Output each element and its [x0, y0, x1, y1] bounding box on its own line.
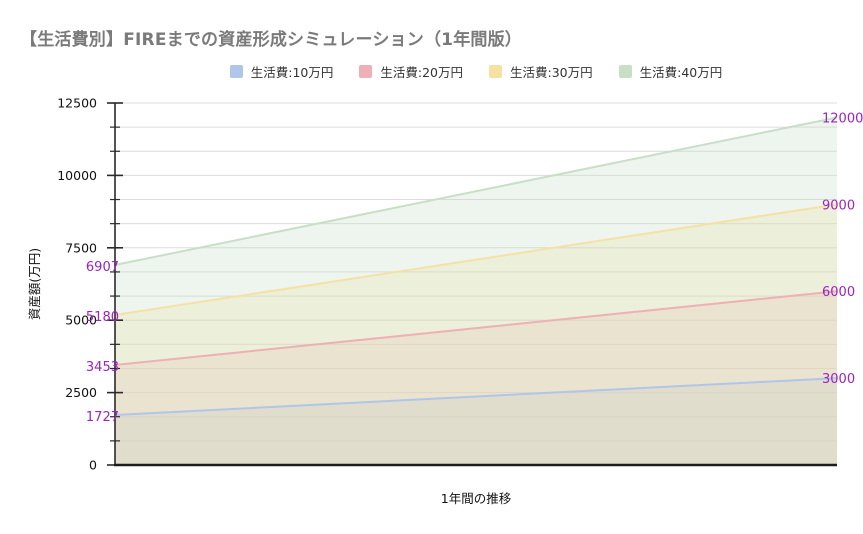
legend-item-1: 生活費:20万円	[359, 62, 463, 81]
y-tick-label: 5000	[65, 313, 97, 328]
start-value-label-0: 1727	[86, 410, 119, 425]
y-axis-title: 資産額(万円)	[27, 248, 42, 320]
area-series-0	[115, 378, 837, 465]
start-value-label-2: 5180	[86, 310, 119, 325]
start-value-label-3: 6907	[86, 260, 119, 275]
legend-item-3: 生活費:40万円	[618, 62, 723, 81]
line-series-1	[114, 290, 838, 366]
end-value-label-3: 12000	[822, 111, 863, 126]
legend-item-0: 生活費:10万円	[229, 62, 334, 81]
chart-title: 【生活費別】FIREまでの資産形成シミュレーション（1年間版）	[20, 30, 522, 50]
legend-label: 生活費:40万円	[639, 64, 723, 80]
legend-label: 生活費:10万円	[250, 64, 334, 80]
legend-swatch	[359, 64, 373, 78]
line-series-3	[114, 116, 838, 266]
area-series-3	[115, 117, 837, 466]
end-value-label-2: 9000	[822, 198, 855, 213]
end-value-label-0: 3000	[822, 372, 855, 387]
y-tick-label: 10000	[57, 168, 97, 183]
legend-item-2: 生活費:30万円	[489, 62, 593, 81]
legend-swatch	[489, 64, 502, 78]
legend: 生活費:10万円 生活費:20万円 生活費:30万円 生活費:40万円	[115, 62, 837, 80]
start-value-label-1: 3453	[86, 360, 119, 375]
line-series-0	[114, 377, 838, 416]
x-axis-title: 1年間の推移	[441, 491, 511, 506]
y-tick-label: 0	[89, 458, 97, 473]
line-series-2	[114, 203, 838, 316]
area-series-2	[115, 204, 837, 466]
end-value-label-1: 6000	[822, 285, 855, 300]
y-tick-label: 2500	[65, 385, 97, 400]
legend-swatch	[229, 64, 243, 78]
legend-label: 生活費:30万円	[510, 64, 593, 80]
legend-label: 生活費:20万円	[380, 64, 463, 80]
y-tick-label: 7500	[65, 240, 97, 255]
legend-swatch	[618, 64, 632, 78]
area-series-1	[115, 291, 837, 465]
y-tick-label: 12500	[57, 96, 97, 111]
chart-plot-area: 0 2500 5000 7500 10000 12500 1727 3000 3453 6000 5…	[27, 96, 863, 507]
